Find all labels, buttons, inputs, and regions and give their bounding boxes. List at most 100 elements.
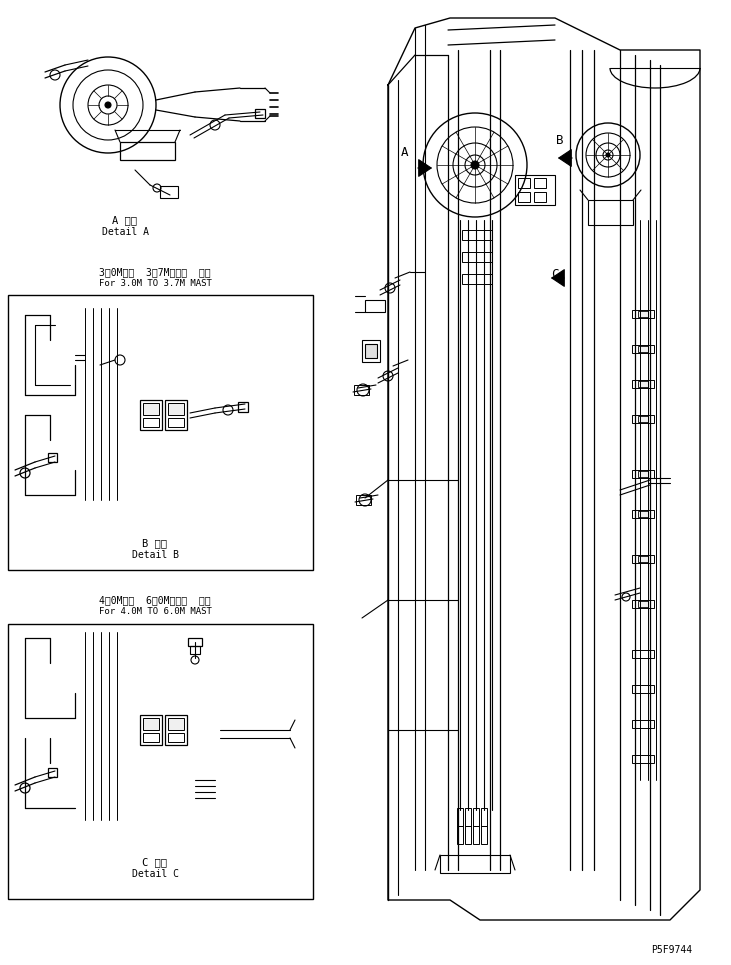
- Bar: [638, 511, 648, 517]
- Bar: [588, 200, 633, 225]
- Bar: [168, 418, 184, 427]
- Circle shape: [471, 161, 479, 169]
- Text: P5F9744: P5F9744: [651, 945, 692, 955]
- Bar: [143, 418, 159, 427]
- Bar: [632, 720, 654, 728]
- Bar: [638, 381, 648, 387]
- Circle shape: [359, 494, 371, 506]
- Circle shape: [576, 123, 640, 187]
- Text: C 詳細: C 詳細: [143, 857, 167, 867]
- Bar: [462, 274, 492, 284]
- Bar: [638, 346, 648, 352]
- Circle shape: [50, 70, 60, 80]
- Bar: [143, 718, 159, 730]
- Bar: [518, 192, 530, 202]
- Bar: [473, 826, 479, 844]
- Circle shape: [99, 96, 117, 114]
- Bar: [632, 510, 654, 518]
- Text: 4．0Mカラ  6．0Mマスト  ヨウ: 4．0Mカラ 6．0Mマスト ヨウ: [99, 595, 211, 605]
- Bar: [168, 733, 184, 742]
- Circle shape: [385, 283, 395, 293]
- Bar: [165, 400, 187, 430]
- Bar: [632, 470, 654, 478]
- Bar: [632, 600, 654, 608]
- Text: For 3.0M TO 3.7M MAST: For 3.0M TO 3.7M MAST: [99, 280, 211, 289]
- Bar: [638, 416, 648, 422]
- Text: Detail C: Detail C: [132, 869, 178, 879]
- Circle shape: [191, 656, 199, 664]
- Bar: [632, 415, 654, 423]
- Circle shape: [357, 384, 369, 396]
- Bar: [120, 142, 175, 160]
- Bar: [632, 685, 654, 693]
- Bar: [638, 471, 648, 477]
- Bar: [238, 402, 248, 412]
- Circle shape: [223, 405, 233, 415]
- Circle shape: [210, 120, 220, 130]
- Text: 3．0Mカラ  3．7Mマスト  ヨウ: 3．0Mカラ 3．7Mマスト ヨウ: [99, 267, 211, 277]
- Bar: [362, 340, 380, 362]
- Circle shape: [115, 355, 125, 365]
- Circle shape: [586, 133, 630, 177]
- Circle shape: [423, 113, 527, 217]
- Circle shape: [596, 143, 620, 167]
- Circle shape: [20, 468, 30, 478]
- Bar: [518, 178, 530, 188]
- Bar: [481, 826, 487, 844]
- Bar: [8, 624, 313, 899]
- Text: Detail A: Detail A: [102, 227, 148, 237]
- Circle shape: [383, 371, 393, 381]
- Bar: [140, 400, 162, 430]
- Bar: [632, 755, 654, 763]
- Bar: [462, 252, 492, 262]
- Bar: [632, 345, 654, 353]
- Circle shape: [465, 155, 485, 175]
- Circle shape: [622, 593, 630, 601]
- Bar: [534, 178, 546, 188]
- Bar: [48, 768, 57, 777]
- Bar: [632, 555, 654, 563]
- Text: B 詳細: B 詳細: [143, 538, 167, 548]
- Bar: [255, 109, 265, 118]
- Circle shape: [73, 70, 143, 140]
- Bar: [143, 733, 159, 742]
- Text: Detail B: Detail B: [132, 550, 178, 560]
- Bar: [462, 230, 492, 240]
- Bar: [168, 718, 184, 730]
- Bar: [457, 826, 463, 844]
- Bar: [481, 808, 487, 826]
- Bar: [188, 638, 202, 646]
- Bar: [143, 403, 159, 415]
- Bar: [190, 646, 200, 654]
- Text: For 4.0M TO 6.0M MAST: For 4.0M TO 6.0M MAST: [99, 608, 211, 617]
- Bar: [356, 495, 371, 505]
- Bar: [165, 715, 187, 745]
- Bar: [168, 403, 184, 415]
- Bar: [465, 808, 471, 826]
- Circle shape: [20, 783, 30, 793]
- Bar: [632, 650, 654, 658]
- Bar: [365, 300, 385, 312]
- Circle shape: [153, 184, 161, 192]
- Bar: [160, 186, 178, 198]
- Circle shape: [105, 102, 111, 108]
- Bar: [140, 715, 162, 745]
- Bar: [365, 344, 377, 358]
- Bar: [632, 310, 654, 318]
- Circle shape: [606, 153, 610, 157]
- Bar: [632, 380, 654, 388]
- Bar: [440, 855, 510, 873]
- Circle shape: [437, 127, 513, 203]
- Bar: [354, 385, 369, 395]
- Text: A 詳細: A 詳細: [113, 215, 137, 225]
- Circle shape: [453, 143, 497, 187]
- Bar: [638, 556, 648, 562]
- Bar: [8, 295, 313, 570]
- Circle shape: [603, 150, 613, 160]
- Bar: [515, 175, 555, 205]
- Text: C: C: [551, 268, 558, 282]
- Text: B: B: [556, 133, 564, 147]
- Bar: [638, 311, 648, 317]
- Bar: [48, 453, 57, 462]
- Circle shape: [60, 57, 156, 153]
